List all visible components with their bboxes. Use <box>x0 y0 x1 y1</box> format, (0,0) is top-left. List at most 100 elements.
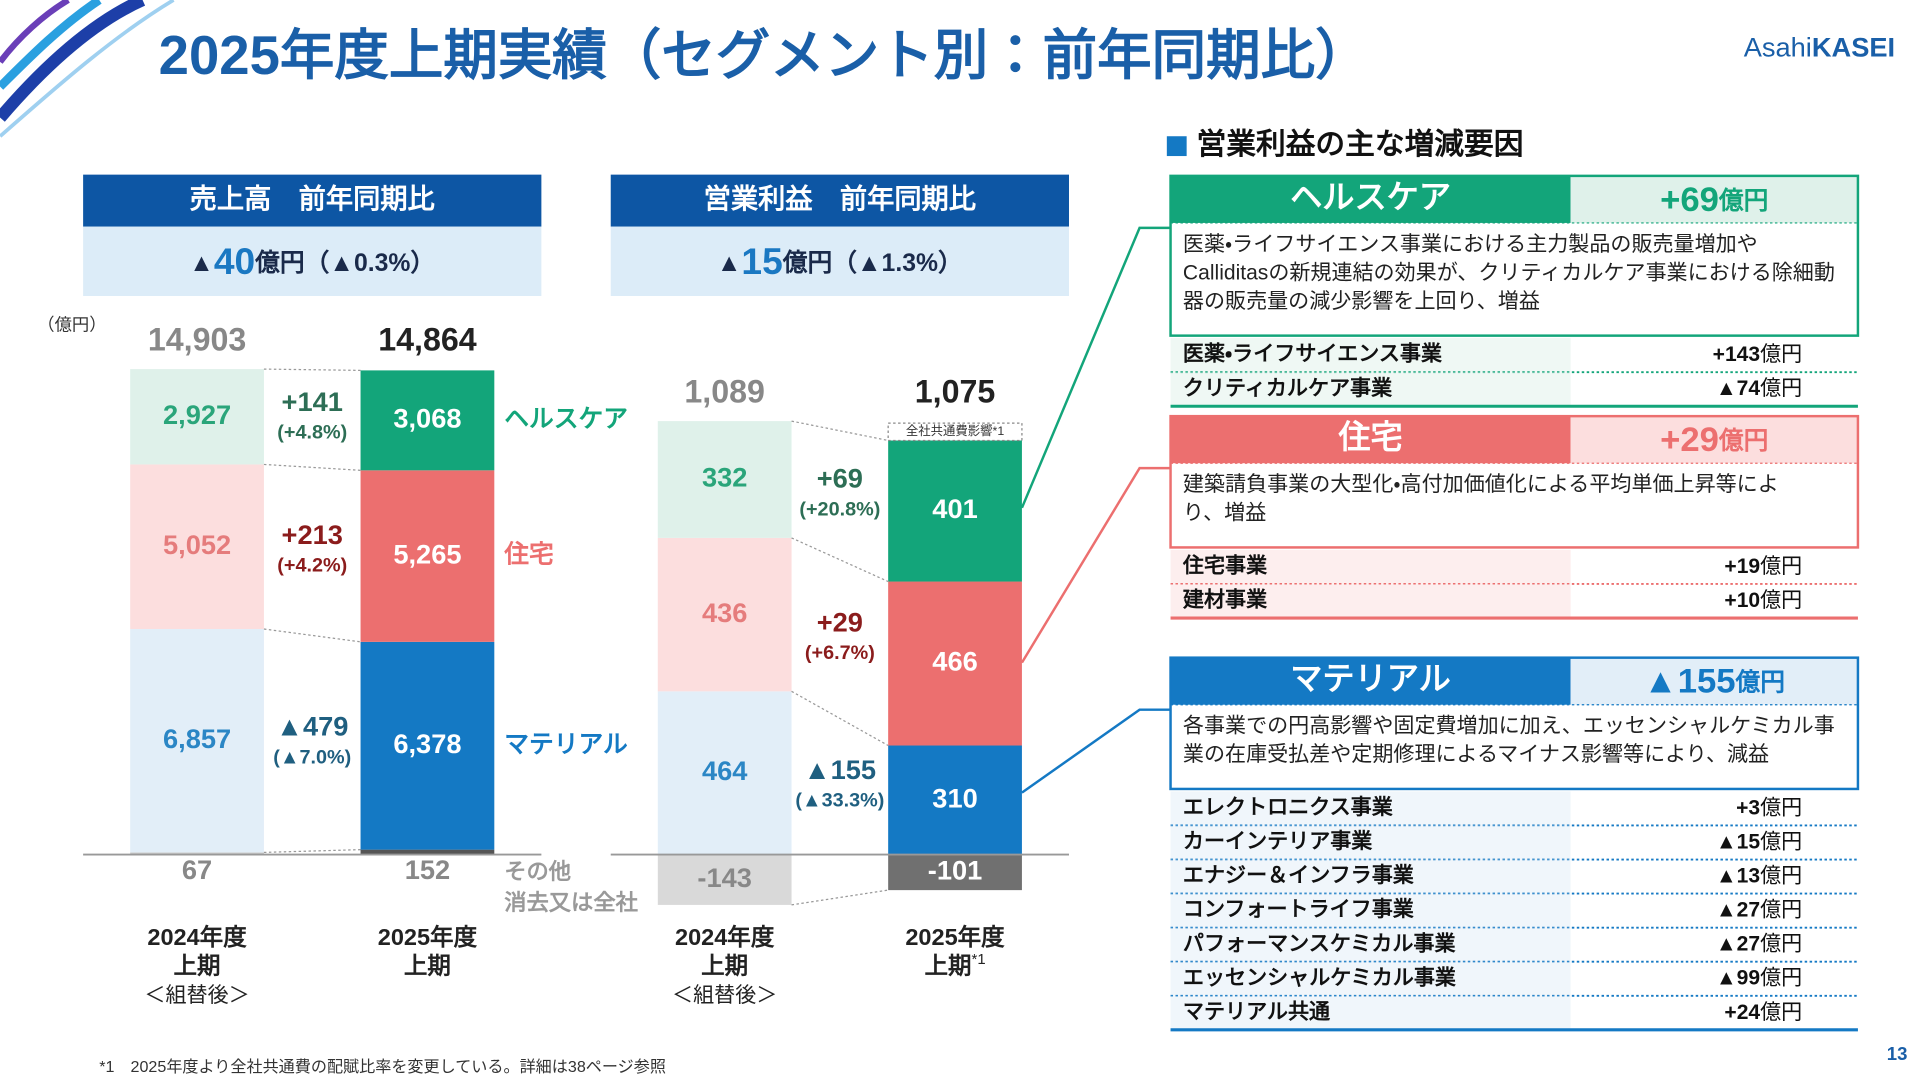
section-description: 各事業での円高影響や固定費増加に加え、エッセンシャルケミカル事 <box>1183 714 1835 738</box>
item-name-cell <box>1170 927 1571 962</box>
summary-box <box>610 226 1069 297</box>
period-text: 2025年度 <box>905 923 1005 950</box>
period-label: ＜組替後＞ <box>672 982 777 1006</box>
bar-value-label: 464 <box>702 755 747 786</box>
item-value-number: +3 <box>1736 796 1760 819</box>
section-header-left <box>1170 175 1571 223</box>
summary-box <box>83 226 542 297</box>
item-value: ▲27億円 <box>1716 931 1802 955</box>
summary-sign: ▲ <box>717 249 742 276</box>
swirl <box>0 0 70 64</box>
item-value-unit: 億円 <box>1760 999 1802 1023</box>
item-name-cell <box>1170 549 1571 584</box>
item-value-unit: 億円 <box>1760 897 1802 921</box>
summary-amount: 15 <box>741 240 782 282</box>
bar-value-label: 5,265 <box>393 538 461 569</box>
bar-value-label: 5,052 <box>163 529 231 560</box>
slide-title: 2025年度上期実績（セグメント別：前年同期比） <box>159 25 1370 86</box>
total-label: 1,075 <box>915 373 996 409</box>
change-label: +69 <box>817 463 863 494</box>
swirl <box>0 0 175 138</box>
connector <box>791 889 889 906</box>
item-value-number: +10 <box>1724 589 1760 612</box>
series-name: 消去又は全社 <box>504 890 638 915</box>
logo-part: KASEI <box>1812 32 1895 63</box>
item-value: +24億円 <box>1724 999 1802 1023</box>
change-pct-label: (+4.8%) <box>277 422 347 444</box>
section-header-right <box>1570 416 1858 464</box>
item-name: 建材事業 <box>1182 587 1268 612</box>
item-name-cell <box>1170 995 1571 1030</box>
series-name: ヘルスケア <box>504 406 628 433</box>
period-text: 上期 <box>174 953 221 979</box>
footnote: *1 2025年度より全社共通費の配賦比率を変更している。詳細は38ページ参照 <box>99 1058 666 1076</box>
bar-segment <box>657 691 792 855</box>
period-text: 2024年度 <box>675 923 775 950</box>
period-label: 上期*1 <box>924 952 985 979</box>
total-label: 14,864 <box>378 321 477 357</box>
item-value-number: +143 <box>1713 343 1760 366</box>
item-value-number: +19 <box>1724 555 1760 578</box>
summary-amount: 40 <box>214 240 255 282</box>
period-label: 上期 <box>404 953 451 979</box>
amount-unit: 億円 <box>1735 668 1786 696</box>
bar-value-label: 152 <box>405 854 450 885</box>
section-description: 医薬・ライフサイエンス事業における主力製品の販売量増加や <box>1183 232 1758 256</box>
item-value-unit: 億円 <box>1760 829 1802 853</box>
bar-value-label: 3,068 <box>393 403 461 434</box>
section-name: マテリアル <box>1290 661 1451 697</box>
amount-value: +29 <box>1660 421 1719 459</box>
item-value-unit: 億円 <box>1760 931 1802 955</box>
period-text: 上期 <box>404 953 451 979</box>
bar-value-label: 6,378 <box>393 728 461 759</box>
change-pct-label: (▲7.0%) <box>273 746 351 768</box>
item-value-unit: 億円 <box>1760 863 1802 887</box>
bar-note-box <box>887 422 1023 442</box>
connector <box>263 463 361 471</box>
period-label: 上期 <box>174 953 221 979</box>
bar-value-label: 2,927 <box>163 399 231 430</box>
item-value-number: ▲99 <box>1716 966 1760 989</box>
item-name: カーインテリア事業 <box>1183 828 1373 853</box>
section-description: 器の販売量の減少影響を上回り、増益 <box>1183 289 1540 313</box>
heading-square <box>1166 136 1187 157</box>
item-value-number: ▲27 <box>1716 932 1760 955</box>
item-value-number: ▲13 <box>1716 864 1760 887</box>
item-name-cell <box>1170 825 1571 860</box>
connector <box>263 628 361 643</box>
connector <box>791 690 889 747</box>
section-amount: ▲155億円 <box>1643 663 1785 701</box>
item-name: クリティカルケア事業 <box>1183 375 1393 400</box>
bar-segment <box>360 470 495 642</box>
change-pct-label: (+4.2%) <box>277 555 347 577</box>
item-value: +19億円 <box>1724 554 1802 578</box>
callout-line <box>1020 226 1171 509</box>
period-label: 2024年度 <box>675 923 775 950</box>
logo: AsahiKASEI <box>1744 32 1895 63</box>
decoration <box>0 0 175 138</box>
amount-value: ▲155 <box>1643 663 1735 701</box>
item-name: エレクトロニクス事業 <box>1183 794 1394 819</box>
chart-header-text: 売上高 前年同期比 <box>190 183 435 214</box>
period-note: *1 <box>972 952 986 968</box>
bar-segment <box>657 854 792 905</box>
change-pct-label: (+20.8%) <box>799 498 880 520</box>
period-label: ＜組替後＞ <box>144 982 249 1006</box>
item-value-unit: 億円 <box>1760 342 1802 366</box>
item-value: ▲74億円 <box>1716 376 1802 400</box>
item-value: ▲13億円 <box>1716 863 1802 887</box>
item-name-cell <box>1170 859 1571 894</box>
swirl <box>0 0 146 122</box>
change-label: +141 <box>282 386 343 417</box>
item-name: エッセンシャルケミカル事業 <box>1183 964 1457 989</box>
chart-header-text: 営業利益 前年同期比 <box>704 183 976 214</box>
summary-sign: ▲ <box>189 249 214 276</box>
item-value: ▲15億円 <box>1716 829 1802 853</box>
item-value-unit: 億円 <box>1760 588 1802 612</box>
item-name-cell <box>1170 791 1571 826</box>
bar-value-label: 466 <box>932 646 977 677</box>
period-label: 2025年度 <box>378 923 478 950</box>
bar-segment <box>360 849 495 855</box>
